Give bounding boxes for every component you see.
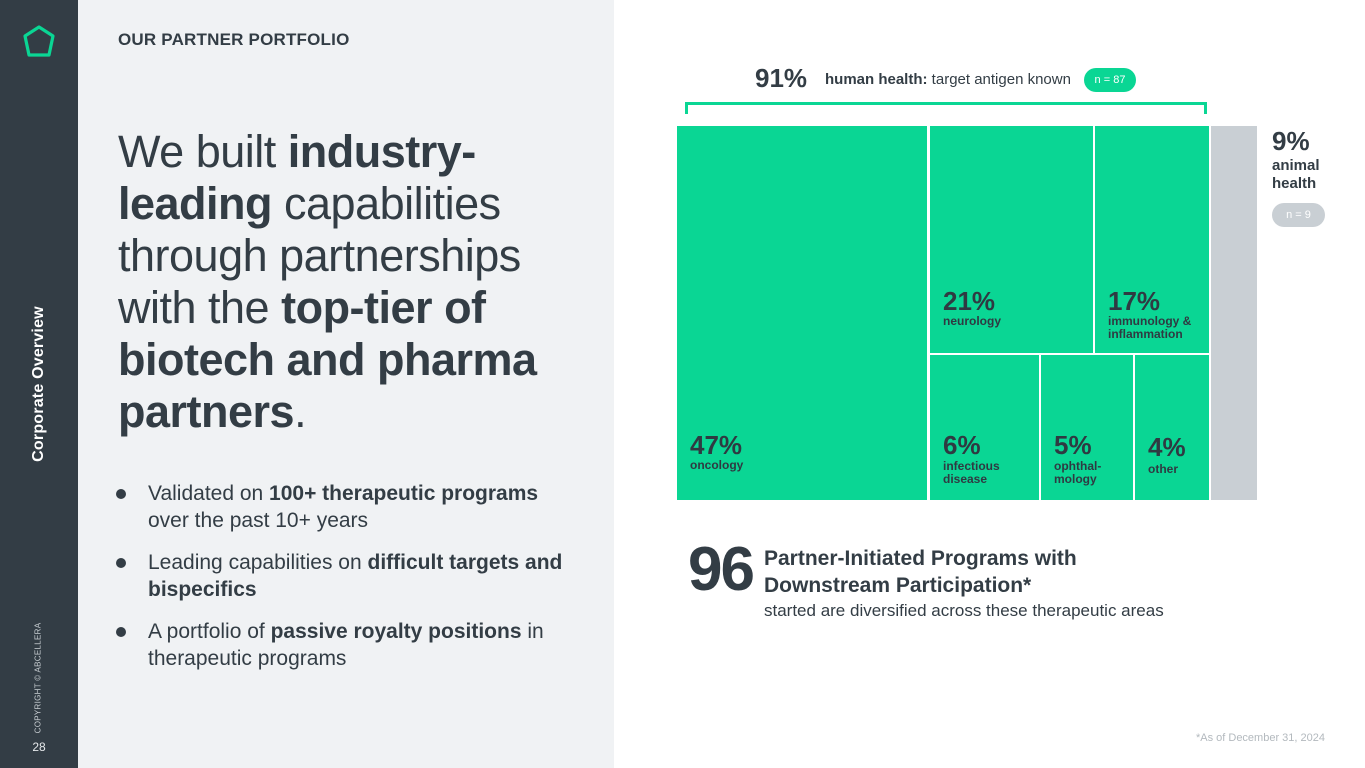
page-number: 28	[32, 740, 46, 754]
bullet-list: Validated on 100+ therapeutic programs o…	[114, 480, 564, 687]
bullet-text: Validated on	[148, 482, 270, 505]
cell-caption: oncology	[690, 458, 744, 472]
bullet-text: in therapeutic programs	[148, 620, 544, 670]
cell-caption: other	[1148, 462, 1178, 476]
treemap-cell-neurology: 21% neurology	[930, 126, 1093, 353]
cell-value: 47%	[690, 430, 743, 460]
treemap-cell-animal-health	[1211, 126, 1257, 500]
bullet-text: over the past 10+ years	[148, 509, 369, 532]
program-subtitle: started are diversified across these the…	[764, 601, 1164, 620]
human-health-label-rest: target antigen known	[927, 71, 1071, 88]
section-title: OUR PARTNER PORTFOLIO	[118, 30, 350, 49]
bullet-item: A portfolio of passive royalty positions…	[114, 618, 564, 672]
bullet-text: A portfolio of	[148, 620, 271, 643]
cell-caption: neurology	[943, 314, 1002, 328]
program-title: Partner-Initiated Programs with Downstre…	[764, 547, 1077, 597]
headline-bold: top-tier of biotech and pharma partners	[118, 282, 537, 437]
bullet-dot-icon	[116, 558, 126, 568]
hexagon-logo-icon	[23, 25, 55, 57]
section-label: Corporate Overview	[30, 306, 47, 462]
headline: We built industry-leading capabilities t…	[118, 126, 588, 438]
bullet-item: Leading capabilities on difficult target…	[114, 549, 564, 603]
bullet-item: Validated on 100+ therapeutic programs o…	[114, 480, 564, 534]
cell-value: 4%	[1148, 432, 1186, 462]
bullet-bold: 100+ therapeutic programs	[269, 482, 539, 505]
human-health-percent: 91%	[755, 63, 808, 93]
cell-caption: immunology & inflammation	[1108, 314, 1192, 341]
sidebar: Corporate Overview COPYRIGHT © ABCELLERA…	[0, 0, 78, 768]
cell-value: 5%	[1054, 430, 1092, 460]
bullet-text: Leading capabilities on	[148, 551, 368, 574]
treemap-cell-oncology: 47% oncology	[677, 126, 927, 500]
animal-health-n-badge: n = 9	[1272, 203, 1325, 227]
cell-caption: ophthal- mology	[1054, 459, 1102, 486]
cell-caption: infectious disease	[943, 459, 1000, 486]
bullet-bold: difficult targets and bispecifics	[148, 551, 563, 601]
human-health-label: human health: target antigen known	[825, 71, 1071, 88]
left-panel: OUR PARTNER PORTFOLIO We built industry-…	[78, 0, 614, 768]
footnote: *As of December 31, 2024	[1195, 732, 1325, 744]
treemap-cell-other: 4% other	[1135, 355, 1209, 500]
bullet-bold: passive royalty positions	[270, 620, 522, 643]
human-health-n-badge: n = 87	[1084, 68, 1136, 92]
program-count: 96	[688, 535, 755, 604]
human-health-bracket	[685, 102, 1207, 114]
copyright: COPYRIGHT © ABCELLERA	[33, 622, 43, 734]
headline-bold: industry-leading	[118, 126, 476, 229]
treemap-cell-ophthalmology: 5% ophthal- mology	[1041, 355, 1133, 500]
treemap-cell-immunology: 17% immunology & inflammation	[1095, 126, 1209, 353]
bullet-dot-icon	[116, 489, 126, 499]
bullet-dot-icon	[116, 627, 126, 637]
cell-value: 17%	[1108, 286, 1161, 316]
headline-part: We built	[118, 126, 288, 177]
cell-value: 6%	[943, 430, 981, 460]
cell-value: 21%	[943, 286, 996, 316]
human-health-label-bold: human health:	[825, 71, 928, 88]
headline-part: capabilities through partnerships with t…	[118, 178, 521, 333]
animal-health-label: animal health	[1272, 157, 1320, 192]
headline-part: .	[294, 386, 307, 437]
treemap-cell-infectious-disease: 6% infectious disease	[930, 355, 1039, 500]
animal-health-percent: 9%	[1272, 126, 1310, 156]
